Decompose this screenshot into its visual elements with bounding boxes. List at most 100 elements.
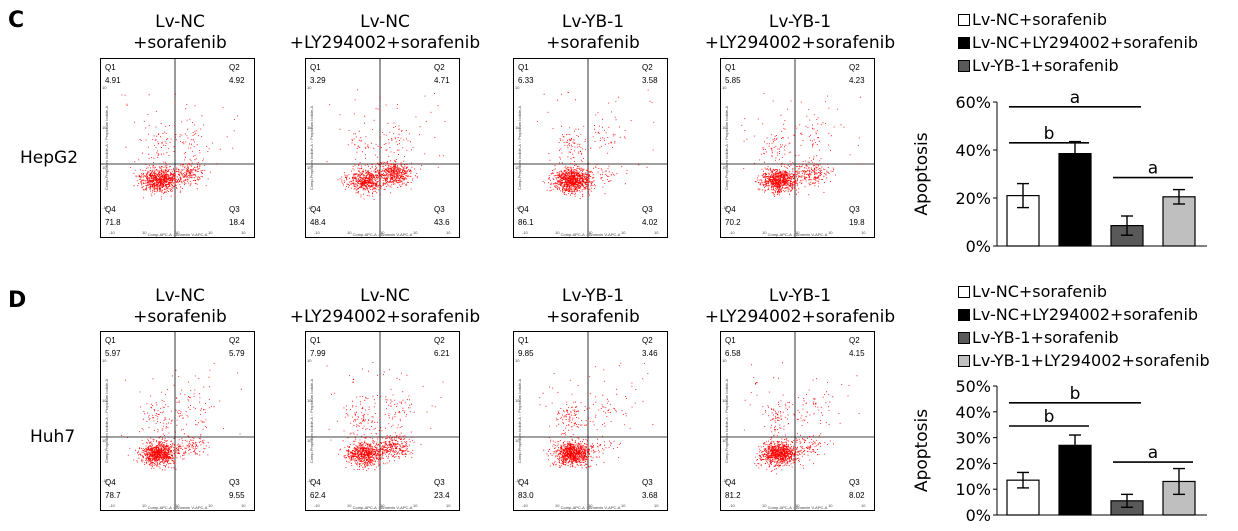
quadrant-q3-percent: 19.8 bbox=[849, 218, 865, 227]
flow-plot-d2: -10 10 10 10 10 10 10 10 -10 Comp-APC-A :: Annexi… bbox=[305, 331, 460, 511]
event-dots bbox=[537, 89, 655, 199]
quadrant-q1-label: Q1 bbox=[105, 336, 116, 345]
group-title-d2: Lv-NC +LY294002+sorafenib bbox=[285, 286, 485, 328]
quadrant-q3-label: Q3 bbox=[642, 205, 653, 214]
quadrant-q2-percent: 4.92 bbox=[229, 76, 245, 85]
axis-tick: 10 bbox=[828, 230, 833, 235]
axis-tick: 10 bbox=[241, 503, 246, 508]
quadrant-q2-label: Q2 bbox=[849, 336, 860, 345]
axis-tick: 10 bbox=[795, 230, 800, 235]
quadrant-q3-label: Q3 bbox=[434, 478, 445, 487]
y-axis-label: Comp-Propidium Iodide-A :: Propidium Iod… bbox=[104, 106, 109, 191]
quadrant-q1-label: Q1 bbox=[105, 63, 116, 72]
group-title-line2: +sorafenib bbox=[133, 33, 227, 53]
quadrant-q4-percent: 83.0 bbox=[518, 491, 534, 500]
axis-tick: 10 bbox=[446, 503, 451, 508]
group-title-line1: Lv-NC bbox=[155, 286, 205, 306]
axis-tick: 10 bbox=[828, 503, 833, 508]
legend-swatch bbox=[958, 354, 970, 367]
axis-tick: 10 bbox=[307, 165, 312, 170]
axis-tick: -10 bbox=[722, 205, 729, 210]
axis-tick: -10 bbox=[307, 205, 314, 210]
y-axis-title: Apoptosis bbox=[912, 409, 932, 492]
axis-tick: 10 bbox=[515, 125, 520, 130]
y-axis-label: Comp-Propidium Iodide-A :: Propidium Iod… bbox=[104, 379, 109, 464]
quadrant-q1-percent: 5.97 bbox=[105, 349, 121, 358]
y-tick-label: 30% bbox=[955, 429, 991, 448]
y-tick-label: 60% bbox=[955, 93, 991, 112]
y-tick-label: 0% bbox=[966, 237, 991, 256]
x-axis-label: Comp-APC-A :: Annexin V-APC-A bbox=[148, 505, 208, 510]
axis-tick: 10 bbox=[762, 503, 767, 508]
axis-tick: 10 bbox=[307, 438, 312, 443]
legend-swatch bbox=[958, 13, 970, 26]
flow-plot-c4: -10 10 10 10 10 10 10 10 -10 Comp-APC-A :: Annexi… bbox=[720, 58, 875, 238]
event-dots bbox=[121, 363, 242, 471]
group-title-line2: +sorafenib bbox=[133, 307, 227, 327]
x-axis-label: Comp-APC-A :: Annexin V-APC-A bbox=[561, 232, 621, 237]
group-title-line2: +LY294002+sorafenib bbox=[704, 307, 896, 327]
axis-tick: 10 bbox=[102, 358, 107, 363]
legend-label: Lv-NC+LY294002+sorafenib bbox=[972, 305, 1199, 324]
x-axis-label: Comp-APC-A :: Annexin V-APC-A bbox=[148, 232, 208, 237]
axis-tick: 10 bbox=[515, 165, 520, 170]
significance-label: a bbox=[1070, 88, 1080, 108]
legend-label: Lv-YB-1+sorafenib bbox=[972, 56, 1119, 75]
bar-chart-d: 0% 10% 20% 30% 40% 50% Apoptosis b b a bbox=[905, 372, 1235, 531]
quadrant-q2-label: Q2 bbox=[642, 63, 653, 72]
y-tick-label: 10% bbox=[955, 480, 991, 499]
cell-line-label-hepg2: HepG2 bbox=[20, 148, 79, 168]
legend-label: Lv-NC+LY294002+sorafenib bbox=[972, 33, 1199, 52]
axis-tick: 10 bbox=[380, 230, 385, 235]
quadrant-q1-label: Q1 bbox=[518, 336, 529, 345]
quadrant-q3-percent: 9.55 bbox=[229, 491, 245, 500]
quadrant-q4-label: Q4 bbox=[310, 205, 321, 214]
y-tick-label: 20% bbox=[955, 189, 991, 208]
axis-tick: 10 bbox=[588, 503, 593, 508]
y-tick-label: 0% bbox=[966, 506, 991, 525]
quadrant-q2-percent: 3.46 bbox=[642, 349, 658, 358]
axis-tick: 10 bbox=[861, 503, 866, 508]
axis-tick: 10 bbox=[102, 85, 107, 90]
quadrant-q2-percent: 6.21 bbox=[434, 349, 450, 358]
axis-tick: 10 bbox=[722, 398, 727, 403]
axis-tick: 10 bbox=[515, 85, 520, 90]
axis-tick: -10 bbox=[515, 205, 522, 210]
group-title-d3: Lv-YB-1 +sorafenib bbox=[493, 286, 693, 328]
quadrant-q1-percent: 5.85 bbox=[725, 76, 741, 85]
quadrant-q1-label: Q1 bbox=[725, 63, 736, 72]
axis-tick: -10 bbox=[307, 478, 314, 483]
quadrant-q1-percent: 6.33 bbox=[518, 76, 534, 85]
axis-tick: 10 bbox=[722, 85, 727, 90]
axis-tick: 10 bbox=[654, 230, 659, 235]
quadrant-q3-percent: 43.6 bbox=[434, 218, 450, 227]
panel-letter-d: D bbox=[8, 288, 27, 313]
axis-tick: 10 bbox=[762, 230, 767, 235]
axis-tick: 10 bbox=[654, 503, 659, 508]
event-dots bbox=[326, 362, 444, 472]
legend-c: Lv-NC+sorafenib Lv-NC+LY294002+sorafenib… bbox=[958, 8, 1198, 77]
axis-tick: -10 bbox=[522, 230, 529, 235]
significance-label: b bbox=[1044, 124, 1055, 144]
axis-tick: 10 bbox=[175, 230, 180, 235]
y-axis-label: Comp-Propidium Iodide-A :: Propidium Iod… bbox=[309, 379, 314, 464]
legend-label: Lv-NC+sorafenib bbox=[972, 10, 1107, 29]
quadrant-q3-label: Q3 bbox=[434, 205, 445, 214]
quadrant-q4-label: Q4 bbox=[725, 478, 736, 487]
axis-tick: 10 bbox=[102, 125, 107, 130]
axis-tick: -10 bbox=[722, 478, 729, 483]
x-axis-label: Comp-APC-A :: Annexin V-APC-A bbox=[768, 505, 828, 510]
quadrant-q4-percent: 81.2 bbox=[725, 491, 741, 500]
legend-item: Lv-YB-1+sorafenib bbox=[958, 54, 1198, 77]
panel-letter-c: C bbox=[8, 8, 25, 33]
axis-tick: 10 bbox=[307, 85, 312, 90]
quadrant-q3-percent: 8.02 bbox=[849, 491, 865, 500]
quadrant-q1-label: Q1 bbox=[725, 336, 736, 345]
axis-tick: 10 bbox=[861, 230, 866, 235]
legend-swatch bbox=[958, 59, 970, 72]
quadrant-q3-percent: 18.4 bbox=[229, 218, 245, 227]
